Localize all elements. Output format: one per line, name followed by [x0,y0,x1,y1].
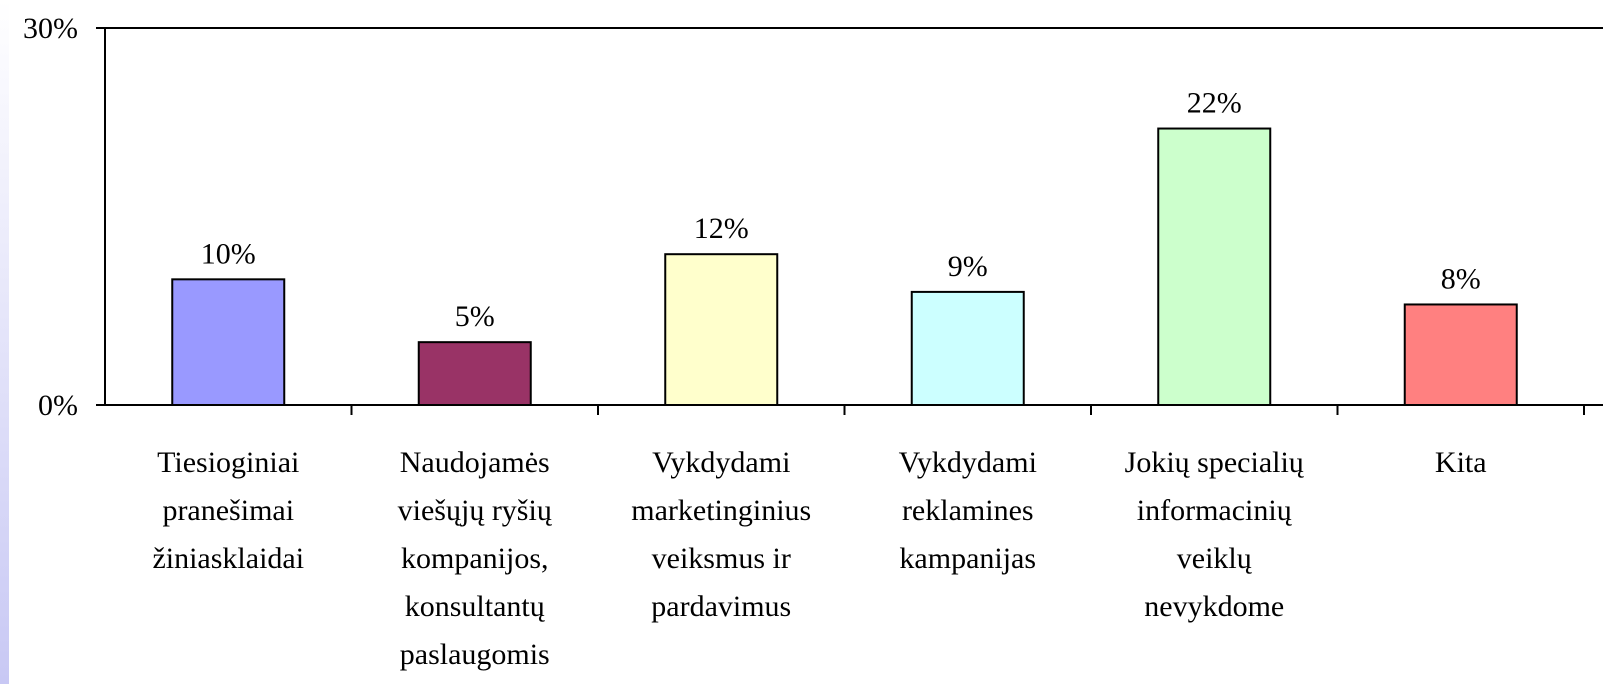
x-tick-label: viešųjų ryšių [398,494,553,527]
x-tick-label: pardavimus [651,590,791,623]
x-tick-label: Tiesioginiai [157,446,299,479]
x-tick-label: nevykdome [1144,590,1284,623]
bar [417,341,532,406]
bar [1403,303,1518,407]
x-tick-label: Naudojamės [400,446,550,479]
x-tick-label: informacinių [1137,494,1293,527]
x-tick-label: veiklų [1177,542,1253,575]
value-label: 8% [1441,262,1481,295]
x-tick-label: kampanijas [899,542,1036,575]
x-tick-label: veiksmus ir [652,542,791,575]
x-tick-label: konsultantų [405,590,546,623]
x-tick-label: reklamines [902,494,1034,527]
value-label: 22% [1187,87,1242,120]
x-tick-label: Vykdydami [899,446,1037,479]
bar [910,290,1025,406]
side-stripe [0,0,9,684]
x-tick-label: žiniasklaidai [152,542,304,575]
bar [171,278,286,407]
x-tick-label: Kita [1435,446,1487,479]
x-tick-label: marketinginius [631,494,811,527]
y-tick-label: 0% [38,389,78,422]
x-tick-label: Jokių specialių [1125,446,1305,479]
bar [1157,127,1272,407]
bar [664,253,779,406]
value-label: 12% [694,212,749,245]
value-label: 5% [455,300,495,333]
x-tick-label: paslaugomis [400,638,550,671]
x-tick-label: pranešimai [162,494,294,527]
value-label: 9% [948,250,988,283]
y-tick-label: 30% [23,12,78,45]
x-tick-label: kompanijos, [401,542,549,575]
x-tick-label: Vykdydami [652,446,790,479]
value-label: 10% [201,237,256,270]
